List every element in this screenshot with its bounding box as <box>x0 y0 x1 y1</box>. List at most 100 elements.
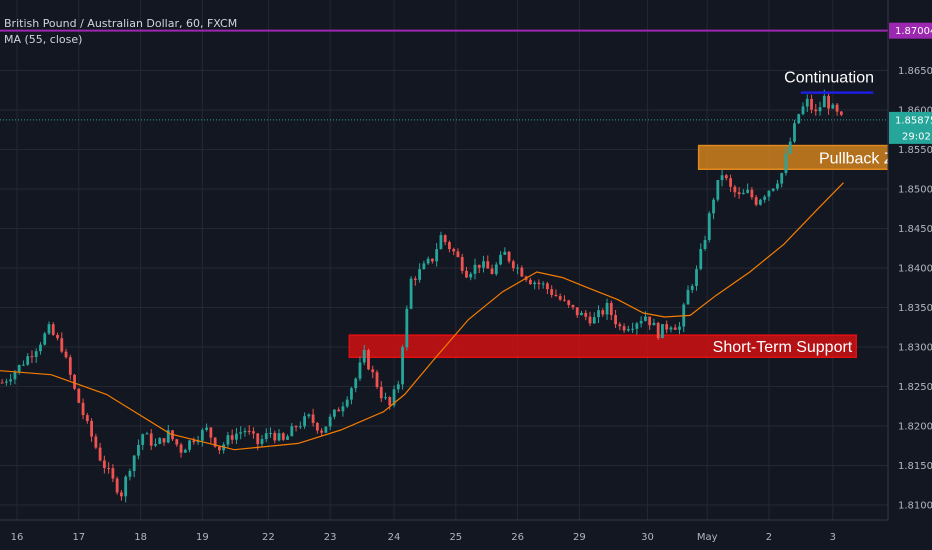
candle-body <box>98 447 102 461</box>
candle-body <box>609 303 613 316</box>
candle-body <box>430 258 434 262</box>
candlestick-series <box>0 89 843 503</box>
x-tick-label: May <box>697 532 718 543</box>
candle-body <box>132 455 136 471</box>
candle-body <box>17 365 21 372</box>
candle-body <box>34 351 38 357</box>
candle-body <box>784 153 788 174</box>
x-tick-label: 2 <box>766 532 772 543</box>
candle-body <box>158 438 162 444</box>
candle-body <box>567 300 571 305</box>
candle-body <box>264 433 268 440</box>
candle-body <box>64 351 68 358</box>
candle-body <box>209 427 213 438</box>
candle-body <box>230 435 234 440</box>
candle-body <box>788 141 792 154</box>
candle-body <box>439 235 443 250</box>
candle-body <box>426 258 430 264</box>
zone-short-term-support <box>348 334 858 359</box>
candle-body <box>720 175 724 181</box>
candle-body <box>716 180 720 200</box>
candle-body <box>354 378 358 389</box>
candle-body <box>188 440 191 450</box>
time-axis-background <box>0 520 888 550</box>
x-tick-label: 3 <box>830 532 836 543</box>
candle-body <box>256 433 260 445</box>
current-price-tag <box>889 111 932 144</box>
candle-body <box>196 440 200 443</box>
candle-body <box>396 384 400 390</box>
candle-body <box>213 437 217 447</box>
candle-body <box>673 327 677 330</box>
candle-body <box>252 431 255 434</box>
upper-level-price: 1.87004 <box>895 26 932 37</box>
candle-body <box>805 98 809 107</box>
candle-body <box>690 285 694 290</box>
price-axis[interactable]: 1.81000 1.81500 1.82000 1.82500 1.83000 1.835… <box>887 0 932 550</box>
candle-body <box>375 372 379 388</box>
moving-average-line <box>0 182 844 451</box>
candle-body <box>337 409 341 412</box>
candle-body <box>452 249 456 252</box>
candle-body <box>277 433 281 441</box>
ma-indicator-label[interactable]: MA (55, close) <box>4 33 83 46</box>
candle-body <box>307 414 311 417</box>
candle-body <box>81 402 85 416</box>
candle-body <box>601 310 605 315</box>
y-tick-label: 1.83500 <box>898 303 932 314</box>
candle-body <box>4 381 8 383</box>
candle-body <box>286 436 289 440</box>
x-tick-label: 16 <box>11 532 24 543</box>
candle-body <box>30 356 34 358</box>
time-axis[interactable]: 16 17 18 19 22 23 24 25 26 29 30 May 2 3 <box>0 519 888 550</box>
short-term-support-label: Short-Term Support <box>713 339 853 356</box>
candle-body <box>469 273 473 278</box>
price-axis-background <box>888 0 932 550</box>
candle-body <box>520 267 524 277</box>
candle-body <box>409 278 413 309</box>
candle-body <box>107 468 111 470</box>
candle-body <box>422 263 426 270</box>
candle-body <box>413 278 417 280</box>
candle-body <box>507 251 511 262</box>
candle-body <box>26 356 30 365</box>
x-tick-label: 25 <box>449 532 462 543</box>
y-tick-label: 1.82500 <box>898 382 932 393</box>
chart-title: British Pound / Australian Dollar, 60, F… <box>4 17 238 30</box>
candle-body <box>200 429 204 441</box>
candle-body <box>273 432 277 441</box>
candle-body <box>835 104 839 112</box>
candle-body <box>839 111 843 115</box>
y-tick-label: 1.81000 <box>898 501 932 512</box>
x-tick-label: 29 <box>573 532 586 543</box>
candle-body <box>503 251 507 255</box>
x-tick-label: 19 <box>196 532 209 543</box>
candle-body <box>175 439 179 445</box>
candle-body <box>162 438 166 443</box>
candle-body <box>260 439 264 445</box>
candle-body <box>124 476 128 497</box>
candle-body <box>750 189 754 198</box>
candle-body <box>661 324 664 339</box>
candle-body <box>597 310 600 318</box>
candle-body <box>643 316 647 321</box>
y-tick-label: 1.82000 <box>898 422 932 433</box>
candle-body <box>9 379 13 382</box>
candle-body <box>592 317 596 324</box>
chart-grid <box>0 0 888 520</box>
candle-body <box>665 324 669 330</box>
candle-body <box>73 374 76 389</box>
candle-body <box>183 449 187 453</box>
x-tick-label: 23 <box>324 532 337 543</box>
candle-body <box>635 323 639 329</box>
candle-body <box>818 107 822 112</box>
candle-body <box>115 478 119 493</box>
candle-body <box>563 299 566 301</box>
candle-body <box>22 364 25 366</box>
candle-body <box>537 282 541 284</box>
candle-body <box>239 432 243 434</box>
candle-body <box>831 104 835 109</box>
candle-body <box>494 264 498 275</box>
candle-body <box>192 440 196 443</box>
